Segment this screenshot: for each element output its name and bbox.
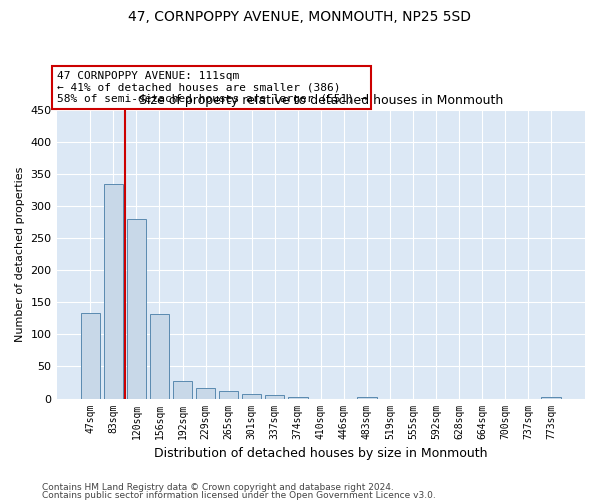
Text: Contains HM Land Registry data © Crown copyright and database right 2024.: Contains HM Land Registry data © Crown c…	[42, 483, 394, 492]
Bar	[288, 396, 308, 398]
Bar	[80, 313, 100, 398]
Text: 47 CORNPOPPY AVENUE: 111sqm
← 41% of detached houses are smaller (386)
58% of se: 47 CORNPOPPY AVENUE: 111sqm ← 41% of det…	[56, 71, 367, 104]
Bar	[127, 219, 146, 398]
Bar	[173, 381, 193, 398]
Bar	[149, 314, 169, 398]
Bar	[196, 388, 215, 398]
Bar	[104, 184, 123, 398]
Text: 47, CORNPOPPY AVENUE, MONMOUTH, NP25 5SD: 47, CORNPOPPY AVENUE, MONMOUTH, NP25 5SD	[128, 10, 472, 24]
Bar	[541, 396, 561, 398]
Title: Size of property relative to detached houses in Monmouth: Size of property relative to detached ho…	[139, 94, 503, 108]
Y-axis label: Number of detached properties: Number of detached properties	[15, 166, 25, 342]
Bar	[219, 392, 238, 398]
Text: Contains public sector information licensed under the Open Government Licence v3: Contains public sector information licen…	[42, 490, 436, 500]
Bar	[357, 396, 377, 398]
X-axis label: Distribution of detached houses by size in Monmouth: Distribution of detached houses by size …	[154, 447, 488, 460]
Bar	[242, 394, 262, 398]
Bar	[265, 396, 284, 398]
